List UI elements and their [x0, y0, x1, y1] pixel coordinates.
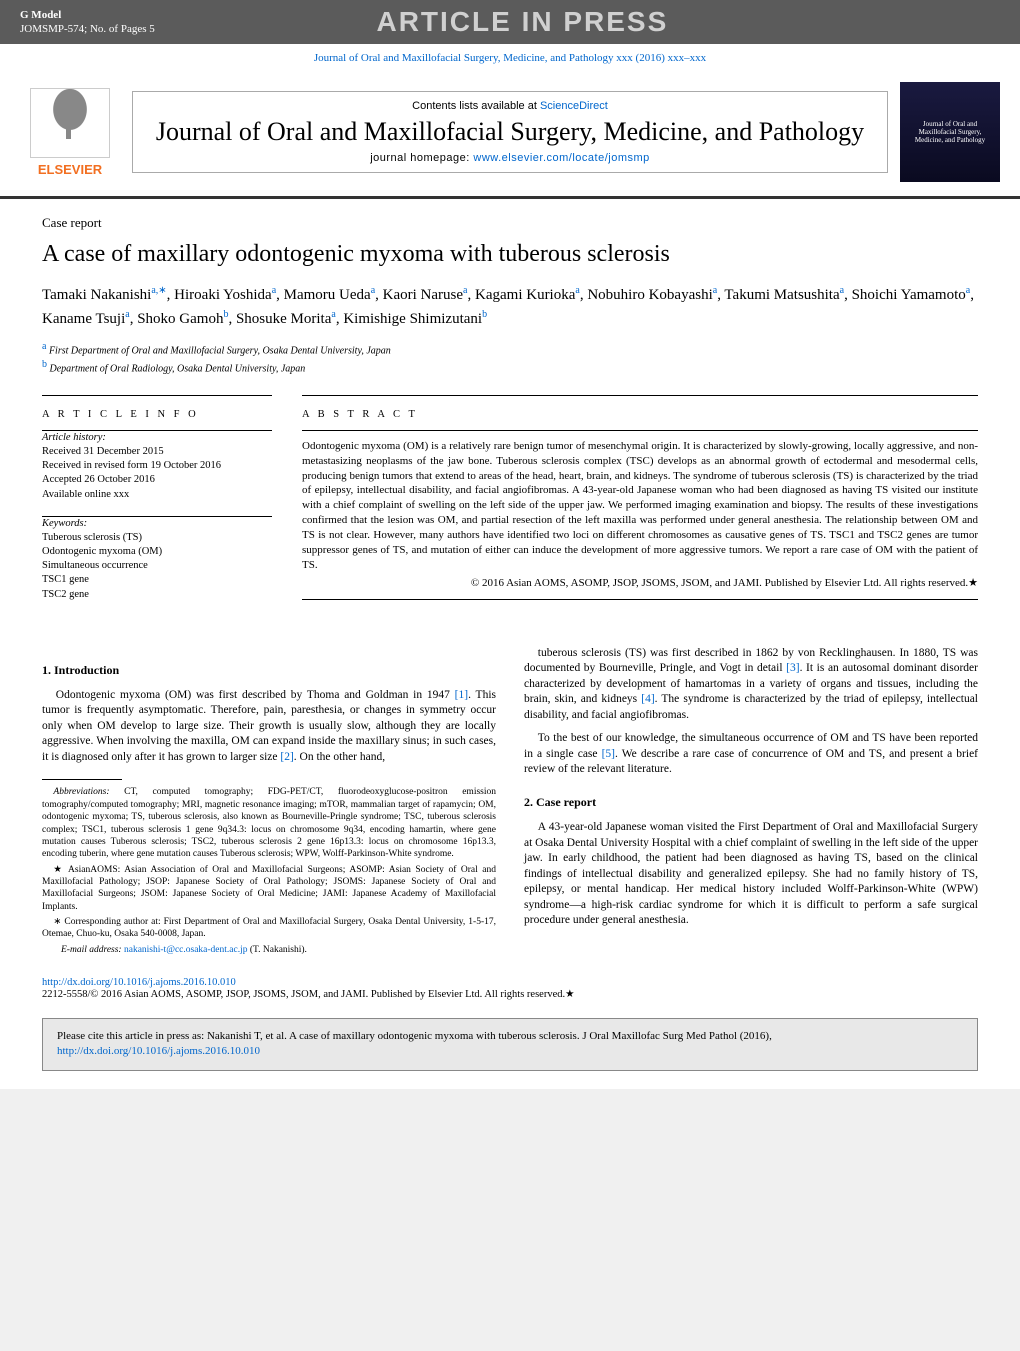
- keywords-head: Keywords:: [42, 517, 272, 531]
- cite-doi-link[interactable]: http://dx.doi.org/10.1016/j.ajoms.2016.1…: [57, 1045, 260, 1057]
- ref-1-link[interactable]: [1]: [455, 689, 468, 701]
- page-footer: http://dx.doi.org/10.1016/j.ajoms.2016.1…: [0, 969, 1020, 1089]
- masthead: ELSEVIER Contents lists available at Sci…: [0, 72, 1020, 199]
- journal-reference-line: Journal of Oral and Maxillofacial Surger…: [0, 44, 1020, 72]
- ref-4-link[interactable]: [4]: [641, 693, 654, 705]
- keyword: Odontogenic myxoma (OM): [42, 545, 272, 559]
- cite-box: Please cite this article in press as: Na…: [42, 1018, 978, 1071]
- keyword: TSC2 gene: [42, 588, 272, 602]
- history-line: Received 31 December 2015: [42, 445, 272, 459]
- gmodel-label: G Model: [20, 8, 155, 22]
- ref-3-link[interactable]: [3]: [786, 662, 799, 674]
- article-type: Case report: [42, 215, 978, 231]
- article-info-head: a r t i c l e i n f o: [42, 408, 272, 422]
- jomsmp-id: JOMSMP-574; No. of Pages 5: [20, 22, 155, 36]
- email-label: E-mail address:: [61, 945, 124, 955]
- abstract-head: a b s t r a c t: [302, 408, 978, 422]
- case-paragraph-1: A 43-year-old Japanese woman visited the…: [524, 820, 978, 929]
- abstract-text: Odontogenic myxoma (OM) is a relatively …: [302, 439, 978, 573]
- affiliation-line: a First Department of Oral and Maxillofa…: [42, 340, 978, 358]
- footnotes: Abbreviations: CT, computed tomography; …: [42, 786, 496, 955]
- journal-title: Journal of Oral and Maxillofacial Surger…: [149, 118, 871, 147]
- author-list: Tamaki Nakanishia,∗, Hiroaki Yoshidaa, M…: [42, 283, 978, 330]
- corresponding-email-link[interactable]: nakanishi-t@cc.osaka-dent.ac.jp: [124, 945, 248, 955]
- contents-lists-line: Contents lists available at ScienceDirec…: [149, 100, 871, 112]
- abstract-column: a b s t r a c t Odontogenic myxoma (OM) …: [302, 395, 978, 616]
- journal-homepage-line: journal homepage: www.elsevier.com/locat…: [149, 152, 871, 164]
- intro-paragraph-3: To the best of our knowledge, the simult…: [524, 731, 978, 778]
- journal-reference-link[interactable]: Journal of Oral and Maxillofacial Surger…: [314, 52, 706, 64]
- homepage-prefix: journal homepage:: [370, 152, 473, 164]
- gmodel-block: G Model JOMSMP-574; No. of Pages 5: [20, 8, 155, 37]
- abbrev-head: Abbreviations:: [53, 787, 109, 797]
- main-body: 1. Introduction Odontogenic myxoma (OM) …: [42, 646, 978, 959]
- doi-link[interactable]: http://dx.doi.org/10.1016/j.ajoms.2016.1…: [42, 977, 236, 988]
- history-line: Received in revised form 19 October 2016: [42, 459, 272, 473]
- history-line: Available online xxx: [42, 488, 272, 502]
- societies-footnote: ★ AsianAOMS: Asian Association of Oral a…: [42, 864, 496, 913]
- article-title: A case of maxillary odontogenic myxoma w…: [42, 239, 978, 269]
- email-suffix: (T. Nakanishi).: [247, 945, 306, 955]
- history-line: Accepted 26 October 2016: [42, 473, 272, 487]
- journal-homepage-link[interactable]: www.elsevier.com/locate/jomsmp: [473, 152, 649, 164]
- case-report-heading: 2. Case report: [524, 794, 978, 810]
- contents-lists-prefix: Contents lists available at: [412, 100, 540, 112]
- article-in-press-banner: ARTICLE IN PRESS: [155, 6, 890, 38]
- sciencedirect-link[interactable]: ScienceDirect: [540, 100, 608, 112]
- article-info-sidebar: a r t i c l e i n f o Article history: R…: [42, 395, 272, 616]
- article-history-head: Article history:: [42, 431, 272, 445]
- page-header-bar: G Model JOMSMP-574; No. of Pages 5 ARTIC…: [0, 0, 1020, 44]
- corresponding-author-footnote: ∗ Corresponding author at: First Departm…: [42, 916, 496, 941]
- journal-cover-text: Journal of Oral and Maxillofacial Surger…: [904, 120, 996, 144]
- cite-text: Please cite this article in press as: Na…: [57, 1030, 772, 1042]
- intro-paragraph-1: Odontogenic myxoma (OM) was first descri…: [42, 688, 496, 766]
- abbrev-text: CT, computed tomography; FDG-PET/CT, flu…: [42, 787, 496, 859]
- elsevier-tree-icon: [30, 88, 110, 158]
- keyword: Simultaneous occurrence: [42, 559, 272, 573]
- elsevier-logo[interactable]: ELSEVIER: [20, 82, 120, 182]
- keyword: Tuberous sclerosis (TS): [42, 531, 272, 545]
- footnote-rule: [42, 779, 122, 780]
- journal-cover-thumbnail[interactable]: Journal of Oral and Maxillofacial Surger…: [900, 82, 1000, 182]
- affiliation-line: b Department of Oral Radiology, Osaka De…: [42, 358, 978, 376]
- ref-2-link[interactable]: [2]: [280, 751, 293, 763]
- introduction-heading: 1. Introduction: [42, 662, 496, 678]
- ref-5-link[interactable]: [5]: [602, 748, 615, 760]
- issn-copyright: 2212-5558/© 2016 Asian AOMS, ASOMP, JSOP…: [42, 989, 575, 1000]
- masthead-center: Contents lists available at ScienceDirec…: [132, 91, 888, 174]
- elsevier-text: ELSEVIER: [38, 162, 102, 177]
- intro-paragraph-2: tuberous sclerosis (TS) was first descri…: [524, 646, 978, 724]
- abstract-copyright: © 2016 Asian AOMS, ASOMP, JSOP, JSOMS, J…: [302, 576, 978, 591]
- keyword: TSC1 gene: [42, 573, 272, 587]
- affiliations: a First Department of Oral and Maxillofa…: [42, 340, 978, 377]
